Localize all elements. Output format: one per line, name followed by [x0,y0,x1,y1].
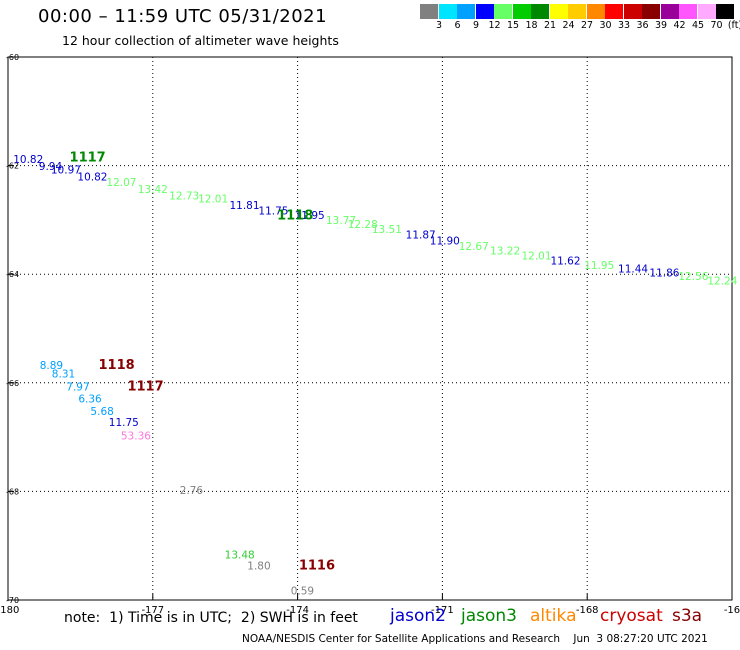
colorbar-label: 3 [435,20,443,31]
wave-height-point: 10.97 [51,165,81,177]
grid-lines [7,56,733,601]
wave-height-point: 12.56 [678,271,708,283]
time-label: 1117 [70,150,106,165]
wave-height-point: 11.95 [295,210,325,222]
chart-subtitle: 12 hour collection of altimeter wave hei… [62,33,339,48]
wave-height-point: 11.75 [258,205,288,217]
wave-height-point: 11.75 [109,417,139,429]
axis-tick-labels: -180 -177 -174 -171 -168 -16 -60 -62 -64 -66 -68 -7… [0,53,740,616]
footer-credit: NOAA/NESDIS Center for Satellite Applica… [242,633,708,645]
wave-height-point: 6.36 [78,393,102,405]
wave-height-point: 11.81 [229,200,259,212]
time-label: 1118 [99,358,135,373]
wave-height-point: 10.82 [13,154,43,166]
colorbar-swatch [716,4,735,19]
colorbar-label: 30 [599,20,612,31]
y-tick-label: -66 [6,379,19,388]
colorbar-unit: (ft) [727,20,740,31]
plot-border [7,56,733,601]
wave-height-point: 5.68 [90,406,113,418]
wave-height-point: 13.77 [326,215,356,227]
colorbar-label: 70 [710,20,723,31]
wave-height-point: 11.87 [406,229,436,241]
wave-height-point: 12.90 [739,279,740,291]
y-tick-label: -68 [6,487,19,496]
x-tick-label: -171 [431,605,454,616]
colorbar-label: 39 [654,20,668,31]
time-labels: 111711181119111811171116 [70,150,335,574]
time-label: 1118 [277,208,313,223]
colorbar-label: 42 [673,20,686,31]
colorbar-label: 24 [562,20,575,31]
x-tick-label: -16 [724,605,740,616]
wave-height-point: 10.82 [77,171,107,183]
wave-height-point: 13.42 [138,184,168,196]
x-tick-label: -174 [286,605,309,616]
x-tick-label: -168 [576,605,599,616]
wave-height-point: 13.51 [372,224,402,236]
wave-height-point: 1.80 [247,561,270,573]
wave-height-point: 12.67 [459,241,489,253]
wave-height-point: 9.94 [39,161,63,173]
x-tick-label: -177 [141,605,164,616]
colorbar-label: 45 [691,20,705,31]
colorbar-label: 9 [472,20,480,31]
wave-height-point: 8.89 [40,360,63,372]
x-tick-label: -180 [0,605,19,616]
time-label: 1117 [127,379,163,394]
wave-height-point: 0.59 [291,586,314,598]
colorbar-label: 27 [580,20,594,31]
wave-height-point: 53.36 [121,430,151,442]
y-tick-label: -60 [6,53,19,62]
colorbar-label: 6 [454,20,461,31]
wave-height-point: 12.24 [707,276,737,288]
colorbar-label: 15 [506,20,520,31]
colorbar-label: 33 [617,20,631,31]
y-tick-label: -64 [6,270,19,279]
colorbar-label: 21 [543,20,557,31]
wave-height-point: 2.76 [180,485,204,497]
wave-height-point: 11.86 [649,267,679,279]
colorbar-label: 36 [636,20,649,31]
wave-height-point: 11.90 [430,235,460,247]
wave-height-point: 12.01 [198,194,228,206]
satellite-legend-jason3: jason3 [461,606,517,626]
data-points: 10.829.9410.9710.8212.0713.4212.7312.011… [13,154,740,598]
wave-height-point: 7.97 [66,381,89,393]
y-tick-label: -70 [6,596,19,605]
wave-height-point: 8.31 [52,368,75,380]
colorbar-label: 18 [525,20,538,31]
time-label: 1116 [299,559,335,574]
satellite-legend-s3a: s3a [672,606,703,626]
chart-title: 00:00 – 11:59 UTC 05/31/2021 [38,6,328,27]
satellite-legend-cryosat: cryosat [600,606,663,626]
colorbar-label: 12 [488,20,501,31]
y-tick-label: -62 [6,162,19,171]
wave-height-point: 12.28 [348,219,378,231]
wave-height-point: 13.48 [225,550,255,562]
wave-height-point: 11.44 [618,264,648,276]
wave-height-point: 11.95 [584,260,614,272]
wave-height-point: 12.01 [521,251,551,263]
satellite-legend-altika: altika [530,606,577,626]
footer-note: note: 1) Time is in UTC; 2) SWH is in fe… [64,610,358,626]
wave-height-point: 11.62 [550,255,580,267]
satellite-legend-jason2: jason2 [390,606,446,626]
wave-height-point: 12.07 [106,177,136,189]
wave-height-point: 13.22 [490,246,520,258]
wave-height-point: 12.73 [169,190,199,202]
plot-frame [7,56,733,601]
